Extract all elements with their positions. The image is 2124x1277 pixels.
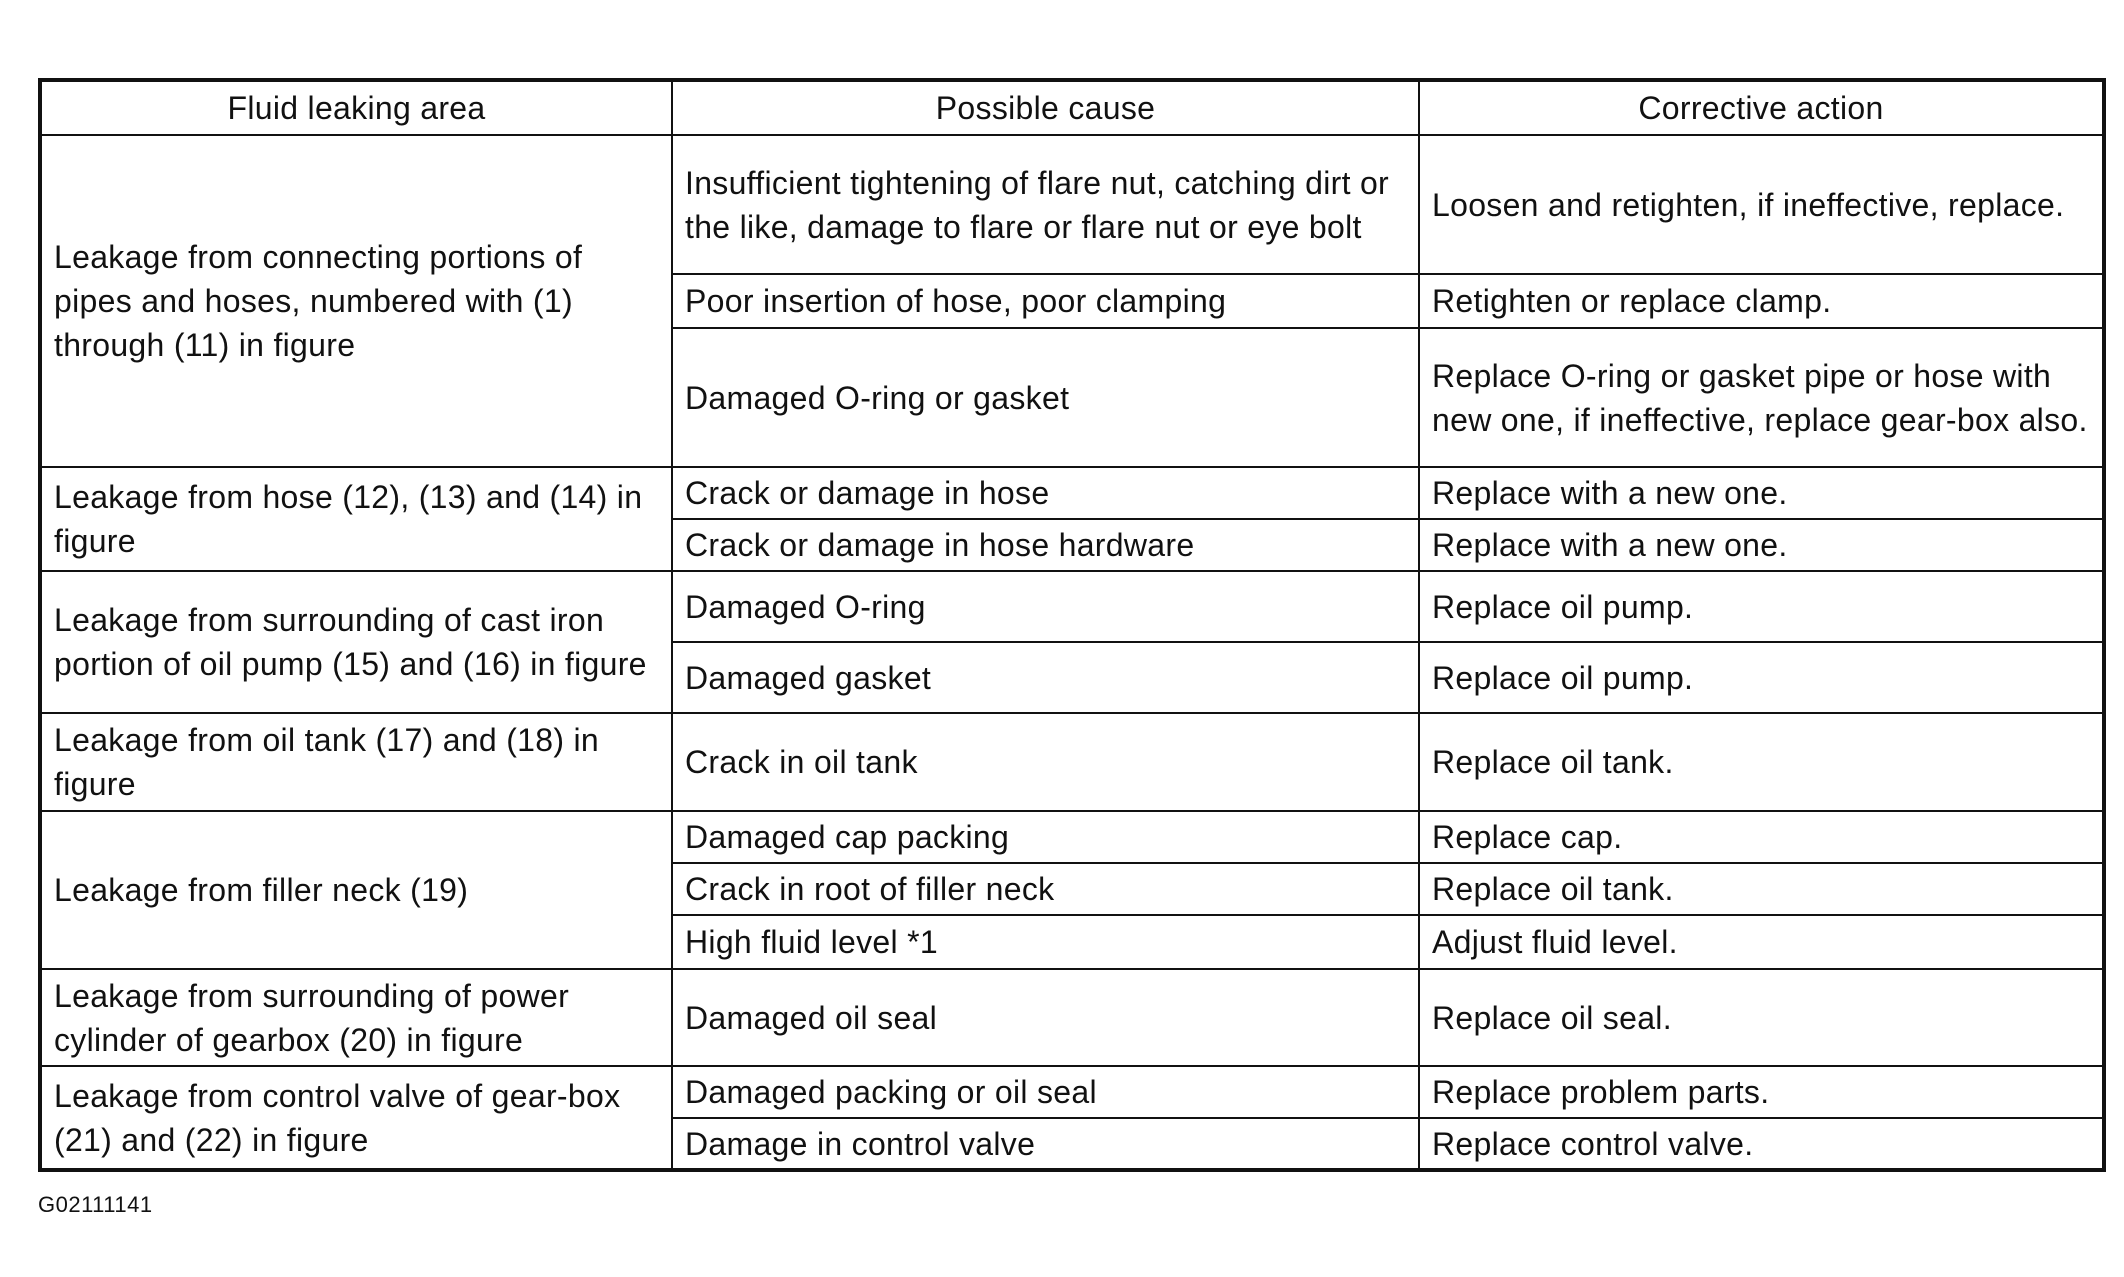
possible-cause-cell: Damage in control valve <box>671 1117 1420 1171</box>
table-row: Crack in root of filler neck Replace oil … <box>40 862 2105 916</box>
figure-id: G02111141 <box>38 1192 153 1217</box>
fluid-leaking-area-cell: Leakage from oil tank (17) and (18) in f… <box>39 712 673 812</box>
corrective-action-cell: Retighten or replace clamp. <box>1418 273 2105 329</box>
fluid-leaking-area-cell: Leakage from surrounding of power cylind… <box>39 968 673 1067</box>
table-row: Leakage from control valve of gear-box (… <box>39 1065 2105 1171</box>
table-row: Leakage from connecting portions of pipe… <box>39 134 2105 468</box>
table-row: Poor insertion of hose, poor clamping Ret… <box>40 273 2105 329</box>
corrective-action-cell: Replace cap. <box>1418 810 2105 864</box>
possible-cause-cell: Damaged oil seal <box>671 968 1420 1067</box>
table-row: High fluid level *1 Adjust fluid level. <box>40 914 2105 970</box>
table-row: Leakage from filler neck (19) Damaged cap… <box>39 810 2105 970</box>
corrective-action-cell: Replace with a new one. <box>1418 518 2105 572</box>
table-row: Damaged gasket Replace oil pump. <box>40 641 2105 714</box>
possible-cause-cell: Crack or damage in hose hardware <box>671 518 1420 572</box>
possible-cause-cell: Poor insertion of hose, poor clamping <box>671 273 1420 329</box>
corrective-action-cell: Replace oil pump. <box>1418 570 2105 643</box>
possible-cause-cell: Damaged packing or oil seal <box>671 1065 1420 1119</box>
possible-cause-cell: Damaged gasket <box>671 641 1420 714</box>
possible-cause-cell: Crack in oil tank <box>671 712 1420 812</box>
fluid-leaking-area-cell: Leakage from filler neck (19) <box>39 810 673 970</box>
table-row: Damage in control valve Replace control v… <box>40 1117 2105 1171</box>
possible-cause-cell: Damaged O-ring or gasket <box>671 327 1420 468</box>
table-row: Leakage from hose (12), (13) and (14) in… <box>39 466 2105 572</box>
header-row: Fluid leaking area Possible cause Correc… <box>39 79 2105 136</box>
table-row: Leakage from oil tank (17) and (18) in f… <box>39 712 2105 812</box>
possible-cause-cell: Insufficient tightening of flare nut, ca… <box>671 134 1420 275</box>
corrective-action-cell: Replace oil tank. <box>1418 862 2105 916</box>
possible-cause-cell: Crack in root of filler neck <box>671 862 1420 916</box>
corrective-action-cell: Replace control valve. <box>1418 1117 2105 1171</box>
possible-cause-cell: Crack or damage in hose <box>671 466 1420 520</box>
possible-cause-cell: High fluid level *1 <box>671 914 1420 970</box>
corrective-action-cell: Replace oil seal. <box>1418 968 2105 1067</box>
corrective-action-cell: Adjust fluid level. <box>1418 914 2105 970</box>
fluid-leaking-area-cell: Leakage from connecting portions of pipe… <box>39 134 673 468</box>
fluid-leaking-area-cell: Leakage from hose (12), (13) and (14) in… <box>39 466 673 572</box>
corrective-action-cell: Replace oil tank. <box>1418 712 2105 812</box>
header-possible-cause: Possible cause <box>671 79 1420 136</box>
table-row: Leakage from surrounding of cast iron po… <box>39 570 2105 714</box>
fluid-leaking-area-cell: Leakage from surrounding of cast iron po… <box>39 570 673 714</box>
corrective-action-cell: Replace with a new one. <box>1418 466 2105 520</box>
corrective-action-cell: Replace O-ring or gasket pipe or hose wi… <box>1418 327 2105 468</box>
fluid-leaking-area-cell: Leakage from control valve of gear-box (… <box>39 1065 673 1171</box>
corrective-action-cell: Loosen and retighten, if ineffective, re… <box>1418 134 2105 275</box>
table-row: Crack or damage in hose hardware Replace … <box>40 518 2105 572</box>
header-fluid-leaking-area: Fluid leaking area <box>39 79 673 136</box>
corrective-action-cell: Replace problem parts. <box>1418 1065 2105 1119</box>
header-corrective-action: Corrective action <box>1418 79 2105 136</box>
corrective-action-cell: Replace oil pump. <box>1418 641 2105 714</box>
table-row: Leakage from surrounding of power cylind… <box>39 968 2105 1067</box>
possible-cause-cell: Damaged O-ring <box>671 570 1420 643</box>
possible-cause-cell: Damaged cap packing <box>671 810 1420 864</box>
table-row: Damaged O-ring or gasket Replace O-ring o… <box>40 327 2105 468</box>
troubleshooting-table: Fluid leaking area Possible cause Correc… <box>38 78 2106 1172</box>
